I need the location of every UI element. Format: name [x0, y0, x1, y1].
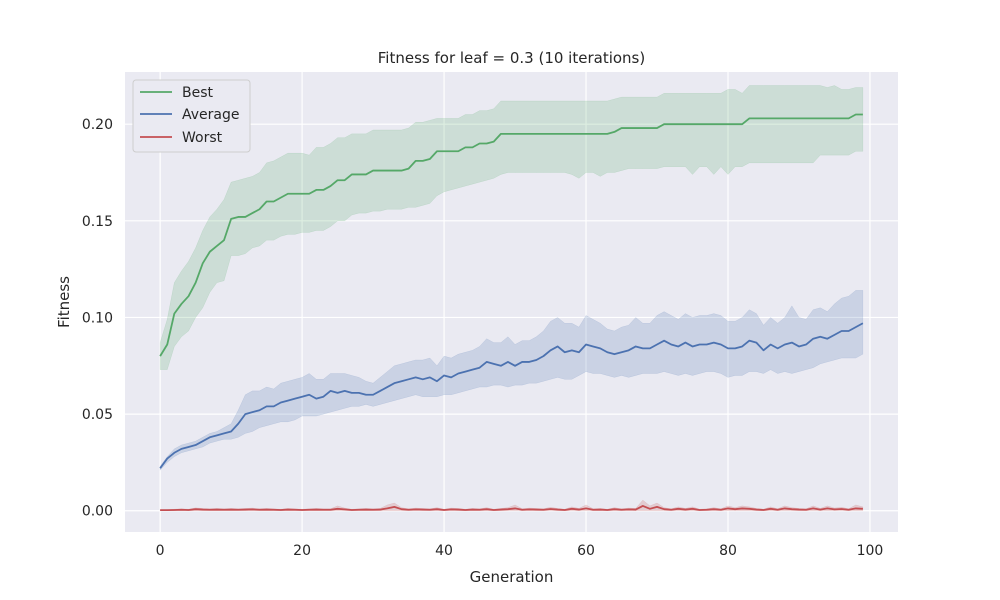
gridlines: [125, 72, 898, 532]
x-axis-label: Generation: [470, 568, 554, 586]
legend-label-average: Average: [182, 107, 240, 123]
y-tick-label: 0.15: [82, 214, 113, 230]
chart-title: Fitness for leaf = 0.3 (10 iterations): [378, 49, 645, 67]
x-tick-label: 40: [435, 543, 453, 559]
y-tick-label: 0.00: [82, 504, 113, 520]
line-best: [159, 113, 863, 357]
x-tick-labels: 0 20 40 60 80 100: [156, 543, 884, 559]
x-tick-label: 20: [293, 543, 311, 559]
band-worst: [159, 499, 864, 511]
y-tick-labels: 0.00 0.05 0.10 0.15 0.20: [82, 117, 113, 520]
series-lines: [159, 113, 864, 512]
confidence-bands: [159, 85, 864, 511]
band-best: [159, 85, 864, 370]
legend-box: [132, 79, 251, 153]
x-tick-label: 60: [577, 543, 595, 559]
y-tick-label: 0.20: [82, 117, 113, 133]
line-worst: [160, 505, 863, 512]
y-tick-label: 0.05: [82, 407, 113, 423]
plot-area: [125, 72, 898, 532]
line-average: [159, 322, 864, 469]
legend-label-worst: Worst: [182, 130, 223, 146]
x-tick-label: 80: [719, 543, 737, 559]
y-tick-label: 0.10: [82, 310, 113, 326]
legend-label-best: Best: [182, 85, 214, 101]
x-tick-label: 100: [857, 543, 884, 559]
x-tick-label: 0: [156, 543, 165, 559]
band-average: [159, 290, 864, 471]
y-axis-label: Fitness: [55, 276, 73, 328]
legend: Best Average Worst: [132, 79, 251, 153]
